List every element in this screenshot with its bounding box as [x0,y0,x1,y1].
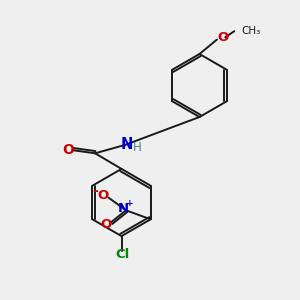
Text: H: H [133,141,142,154]
Text: -: - [92,184,98,198]
Text: +: + [126,199,134,208]
Text: N: N [118,202,129,215]
Text: O: O [217,31,229,44]
Text: CH₃: CH₃ [241,26,260,36]
Text: N: N [120,137,133,152]
Text: O: O [101,218,112,231]
Text: Cl: Cl [115,248,129,261]
Text: O: O [98,189,109,202]
Text: O: O [62,143,74,157]
